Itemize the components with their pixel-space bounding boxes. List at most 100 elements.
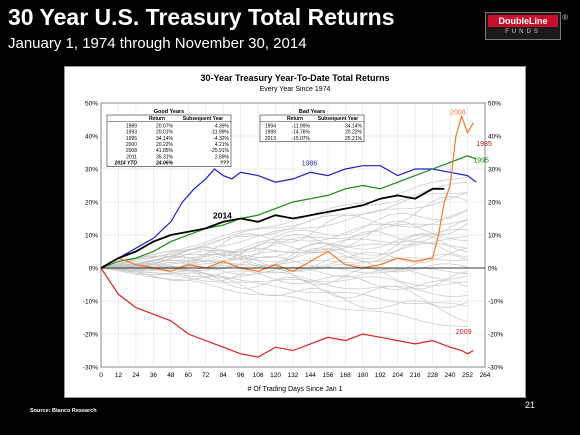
background-year-line [100, 267, 468, 308]
x-tick-label: 264 [480, 372, 491, 379]
axis-layer: -30% -30% -20% -20% -10% -10% 0% 0% 10% 10% 20% 20%… [83, 101, 504, 380]
y-tick-label-left: -30% [83, 365, 98, 372]
x-tick-label: 72 [202, 372, 210, 379]
x-tick-label: 132 [288, 372, 299, 379]
x-tick-label: 228 [427, 372, 438, 379]
y-tick-label-left: -20% [83, 332, 98, 339]
y-tick-label-left: 50% [85, 101, 98, 108]
bad-years-table-cell: 2013 [265, 136, 276, 142]
x-tick-label: 84 [220, 372, 228, 379]
logo-registered-mark: ® [562, 13, 568, 22]
background-year-line [100, 210, 468, 269]
x-tick-label: 144 [305, 372, 316, 379]
y-tick-label-right: 30% [488, 167, 501, 174]
bad-years-table-cell: 1994 [265, 123, 276, 129]
x-tick-label: 12 [115, 372, 123, 379]
series-label-1995: 1995 [473, 157, 489, 164]
x-tick-label: 216 [410, 372, 421, 379]
y-tick-label-right: -10% [488, 299, 503, 306]
x-tick-label: 0 [99, 372, 103, 379]
good-years-table-cell: 34.14% [156, 136, 174, 142]
y-tick-label-right: -30% [488, 365, 503, 372]
good-years-table-cell: 20.22% [156, 142, 174, 148]
x-tick-label: 240 [445, 372, 456, 379]
y-tick-label-right: 0% [488, 266, 498, 273]
y-tick-label-left: 0% [89, 266, 99, 273]
x-tick-label: 48 [167, 372, 175, 379]
good-years-table-cell: ??? [220, 161, 229, 167]
x-tick-label: 180 [357, 372, 368, 379]
background-year-line [100, 242, 468, 269]
good-years-table-cell: 20.01% [156, 130, 174, 136]
good-years-table-cell: 1993 [126, 130, 137, 136]
good-years-table-cell: 1995 [126, 136, 137, 142]
logo-bottom-text: FUNDS [505, 29, 541, 35]
logo-top-text: DoubleLine [488, 15, 558, 27]
chart-panel: 30-Year Treasury Year-To-Date Total Retu… [64, 66, 526, 398]
background-year-line [100, 257, 468, 269]
good-years-table-cell: -4.32% [213, 136, 229, 142]
y-tick-label-right: 10% [488, 233, 501, 240]
y-tick-label-left: -10% [83, 299, 98, 306]
bad-years-table-header: Return [287, 116, 303, 122]
x-tick-label: 108 [253, 372, 264, 379]
background-year-line [100, 267, 468, 291]
good-years-table-cell: 1989 [126, 123, 137, 129]
x-tick-label: 156 [322, 372, 333, 379]
good-years-table-cell: 2008 [126, 148, 137, 154]
chart-subtitle: Every Year Since 1974 [260, 86, 331, 93]
source-note: Source: Bianco Research [30, 408, 97, 414]
background-year-line [100, 219, 468, 269]
background-year-line [101, 247, 468, 270]
good-years-table-cell: 2011 [126, 154, 137, 160]
x-tick-label: 252 [462, 372, 473, 379]
x-tick-label: 24 [132, 372, 140, 379]
x-tick-label: 60 [185, 372, 193, 379]
background-year-line [100, 233, 468, 269]
good-years-table-cell: -25.91% [210, 148, 229, 154]
bad-years-table-cell: 25.21% [345, 136, 363, 142]
good-years-table-cell: 2.69% [215, 154, 230, 160]
bad-years-table-cell: 1999 [265, 130, 276, 136]
good-years-table-cell: 35.31% [156, 154, 174, 160]
x-axis-label: # Of Trading Days Since Jan 1 [248, 386, 343, 393]
series-label-2014: 2014 [213, 211, 232, 221]
good-years-table-cell: 2014 YTD [114, 161, 138, 167]
background-year-line [100, 267, 468, 327]
doubleline-logo: DoubleLine FUNDS ® [485, 12, 568, 40]
background-year-line [100, 181, 468, 269]
chart-title: 30-Year Treasury Year-To-Date Total Retu… [200, 73, 389, 83]
y-tick-label-right: -20% [488, 332, 503, 339]
x-tick-label: 120 [270, 372, 281, 379]
series-label-2008: 2008 [450, 110, 466, 117]
good-years-table-cell: 2000 [126, 142, 137, 148]
good-years-table-cell: 41.85% [156, 148, 174, 154]
good-years-table-frame [106, 114, 232, 167]
good-years-table-cell: 20.07% [156, 123, 174, 129]
good-years-table-cell: 4.21% [215, 142, 230, 148]
x-tick-label: 192 [375, 372, 386, 379]
good-years-table-header: Return [149, 116, 165, 122]
treasury-returns-chart: 30-Year Treasury Year-To-Date Total Retu… [83, 73, 504, 393]
good-years-table-title: Good Years [154, 109, 184, 115]
series-label-2009: 2009 [456, 329, 472, 336]
series-line-1995 [100, 155, 477, 269]
series-line-2008 [100, 114, 474, 272]
bad-years-table-cell: -15.07% [291, 136, 310, 142]
y-tick-label-left: 30% [85, 167, 98, 174]
y-tick-label-right: 50% [488, 101, 501, 108]
bad-years-table-cell: 34.14% [345, 123, 363, 129]
good-years-table-cell: -11.99% [211, 130, 230, 136]
y-tick-label-right: 20% [488, 200, 501, 207]
series-label-1986: 1986 [302, 161, 318, 168]
y-tick-label-right: 40% [488, 134, 501, 141]
bad-years-table-cell: -11.99% [292, 123, 311, 129]
background-year-line [100, 209, 468, 269]
page-number: 21 [525, 400, 536, 410]
background-year-line [100, 267, 468, 307]
y-tick-label-left: 40% [85, 134, 98, 141]
y-tick-label-left: 10% [85, 233, 98, 240]
bad-years-table-cell: 20.22% [345, 130, 363, 136]
bad-years-table-cell: -14.76% [291, 130, 310, 136]
series-line-2009 [100, 267, 474, 358]
